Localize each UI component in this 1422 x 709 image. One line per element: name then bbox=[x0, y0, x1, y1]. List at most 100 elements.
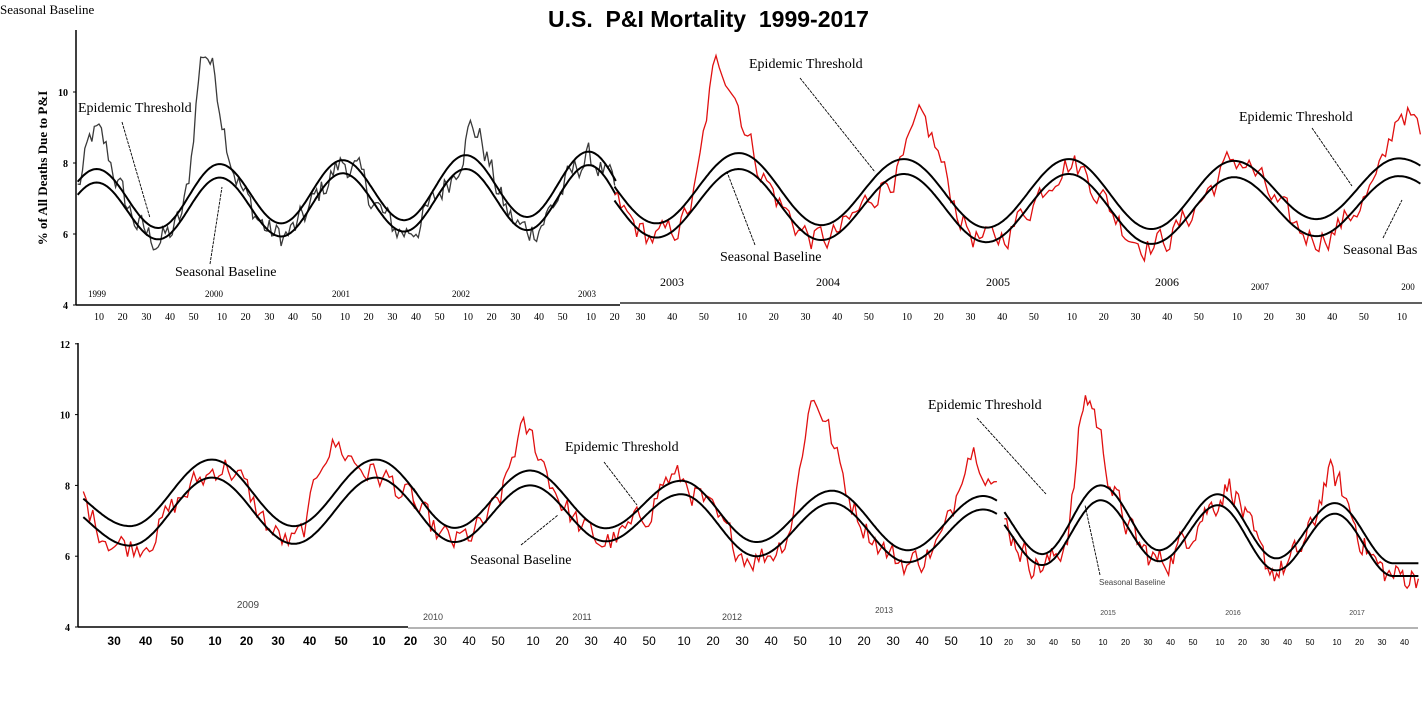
year-label: 2000 bbox=[205, 289, 224, 299]
x-tick-label: 40 bbox=[997, 312, 1007, 323]
x-tick-label: 50 bbox=[170, 634, 184, 648]
x-tick-label: 20 bbox=[1238, 638, 1247, 647]
x-tick-label: 30 bbox=[433, 634, 447, 648]
epidemic-threshold-line bbox=[76, 150, 617, 230]
x-tick-label: 20 bbox=[1355, 638, 1364, 647]
x-tick-label: 50 bbox=[642, 634, 656, 648]
x-tick-label: 20 bbox=[487, 312, 497, 323]
annotation-epidemic-threshold: Epidemic Threshold bbox=[1239, 110, 1353, 125]
annotation-seasonal-baseline: Seasonal Baseline bbox=[1099, 578, 1166, 587]
y-axis-label: % of All Deaths Due to P&I bbox=[35, 90, 50, 246]
annotation-pointer bbox=[799, 77, 876, 173]
x-tick-label: 10 bbox=[737, 312, 747, 323]
seasonal-baseline-line bbox=[412, 484, 998, 564]
observed-pi-line bbox=[77, 56, 616, 251]
x-tick-label: 10 bbox=[217, 312, 227, 323]
x-tick-label: 10 bbox=[979, 634, 993, 648]
year-label: 200 bbox=[1401, 282, 1415, 292]
x-tick-label: 50 bbox=[558, 312, 568, 323]
x-tick-label: 40 bbox=[462, 634, 476, 648]
observed-pi-line bbox=[614, 53, 1422, 263]
x-tick-label: 30 bbox=[1144, 638, 1153, 647]
seasonal-baseline-line bbox=[76, 164, 617, 241]
seasonal-baseline-line bbox=[1003, 499, 1419, 577]
chart-title: U.S. P&I Mortality 1999-2017 bbox=[548, 6, 869, 32]
x-tick-label: 50 bbox=[1359, 312, 1369, 323]
x-tick-label: 10 bbox=[1333, 638, 1342, 647]
seasonal-baseline-line bbox=[82, 476, 417, 547]
epidemic-threshold-line bbox=[1003, 484, 1419, 565]
year-label: 2006 bbox=[1155, 275, 1179, 289]
epidemic-threshold-line bbox=[613, 152, 1421, 230]
x-tick-label: 30 bbox=[107, 634, 121, 648]
x-tick-label: 50 bbox=[699, 312, 709, 323]
y-tick-label: 10 bbox=[60, 411, 70, 422]
annotation-pointer bbox=[1084, 504, 1101, 576]
x-tick-label: 20 bbox=[364, 312, 374, 323]
annotation-epidemic-threshold: Epidemic Threshold bbox=[749, 57, 863, 72]
x-tick-label: 30 bbox=[1261, 638, 1270, 647]
observed-pi-line bbox=[82, 437, 416, 559]
x-tick-label: 20 bbox=[706, 634, 720, 648]
x-tick-label: 30 bbox=[1130, 312, 1140, 323]
year-label: 2001 bbox=[332, 289, 350, 299]
x-tick-label: 50 bbox=[864, 312, 874, 323]
x-tick-label: 40 bbox=[1327, 312, 1337, 323]
x-tick-label: 20 bbox=[1099, 312, 1109, 323]
x-tick-label: 20 bbox=[1264, 312, 1274, 323]
x-tick-label: 40 bbox=[139, 634, 153, 648]
x-tick-label: 50 bbox=[312, 312, 322, 323]
x-tick-label: 40 bbox=[411, 312, 421, 323]
x-tick-label: 50 bbox=[1194, 312, 1204, 323]
x-tick-label: 20 bbox=[241, 312, 251, 323]
x-tick-label: 10 bbox=[586, 312, 596, 323]
y-tick-label: 8 bbox=[65, 481, 70, 492]
epidemic-threshold-line bbox=[82, 458, 417, 528]
x-tick-label: 10 bbox=[1099, 638, 1108, 647]
year-label: 2015 bbox=[1100, 610, 1116, 617]
x-tick-label: 20 bbox=[404, 634, 418, 648]
y-tick-label: 8 bbox=[63, 159, 68, 170]
x-tick-label: 40 bbox=[165, 312, 175, 323]
x-tick-label: 30 bbox=[965, 312, 975, 323]
annotation-pointer bbox=[726, 171, 756, 246]
x-tick-label: 50 bbox=[491, 634, 505, 648]
year-label: 2004 bbox=[816, 275, 840, 289]
x-tick-label: 30 bbox=[584, 634, 598, 648]
x-tick-label: 40 bbox=[832, 312, 842, 323]
x-tick-label: 20 bbox=[1004, 638, 1013, 647]
x-tick-label: 20 bbox=[555, 634, 569, 648]
year-label: 2003 bbox=[578, 289, 597, 299]
x-tick-label: 30 bbox=[271, 634, 285, 648]
y-tick-label: 10 bbox=[58, 88, 68, 99]
x-tick-label: 50 bbox=[189, 312, 199, 323]
annotation-seasonal-baseline: Seasonal Baseline bbox=[720, 250, 822, 265]
x-tick-label: 30 bbox=[1295, 312, 1305, 323]
x-tick-label: 20 bbox=[240, 634, 254, 648]
x-tick-label: 30 bbox=[1378, 638, 1387, 647]
x-tick-label: 20 bbox=[1121, 638, 1130, 647]
x-tick-label: 40 bbox=[667, 312, 677, 323]
x-tick-label: 30 bbox=[886, 634, 900, 648]
x-tick-label: 10 bbox=[372, 634, 386, 648]
x-tick-label: 40 bbox=[1166, 638, 1175, 647]
annotation-epidemic-threshold: Epidemic Threshold bbox=[78, 101, 192, 116]
x-tick-label: 10 bbox=[208, 634, 222, 648]
x-tick-label: 20 bbox=[769, 312, 779, 323]
x-tick-label: 20 bbox=[934, 312, 944, 323]
seasonal-baseline-line bbox=[613, 167, 1421, 245]
year-label: 2017 bbox=[1349, 610, 1365, 617]
x-tick-label: 30 bbox=[1027, 638, 1036, 647]
year-label: 2016 bbox=[1225, 610, 1241, 617]
x-tick-label: 50 bbox=[435, 312, 445, 323]
x-tick-label: 30 bbox=[264, 312, 274, 323]
annotation-pointer bbox=[520, 514, 559, 546]
year-label: 2003 bbox=[660, 275, 684, 289]
x-tick-label: 20 bbox=[610, 312, 620, 323]
y-tick-label: 6 bbox=[63, 230, 68, 241]
year-label: 1999 bbox=[88, 289, 107, 299]
x-tick-label: 40 bbox=[1162, 312, 1172, 323]
y-tick-label: 4 bbox=[65, 623, 70, 634]
x-tick-label: 10 bbox=[94, 312, 104, 323]
